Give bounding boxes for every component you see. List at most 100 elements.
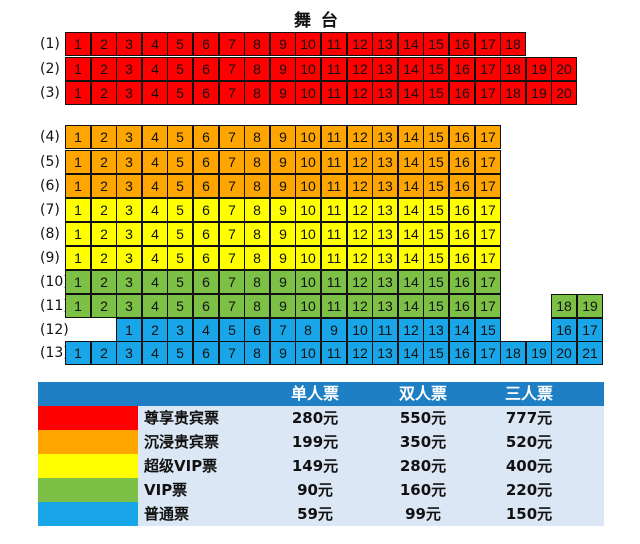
seat[interactable]: 14	[398, 57, 424, 81]
seat[interactable]: 19	[526, 81, 552, 105]
seat[interactable]: 14	[398, 32, 424, 56]
seat[interactable]: 14	[398, 174, 424, 198]
seat[interactable]: 4	[142, 222, 168, 246]
seat[interactable]: 11	[321, 222, 347, 246]
seat[interactable]: 5	[167, 341, 193, 365]
seat[interactable]: 10	[295, 150, 321, 174]
seat[interactable]: 9	[270, 150, 296, 174]
seat[interactable]: 14	[398, 81, 424, 105]
seat[interactable]: 13	[372, 222, 398, 246]
seat[interactable]: 10	[295, 174, 321, 198]
seat[interactable]: 16	[449, 222, 475, 246]
seat[interactable]: 1	[65, 125, 91, 149]
seat[interactable]: 14	[398, 270, 424, 294]
seat[interactable]: 12	[347, 150, 373, 174]
seat[interactable]: 18	[500, 341, 526, 365]
seat[interactable]: 13	[372, 341, 398, 365]
seat[interactable]: 10	[295, 125, 321, 149]
seat[interactable]: 2	[142, 318, 168, 342]
seat[interactable]: 14	[398, 150, 424, 174]
seat[interactable]: 17	[475, 246, 501, 270]
seat[interactable]: 13	[372, 270, 398, 294]
seat[interactable]: 9	[270, 32, 296, 56]
seat[interactable]: 6	[193, 341, 219, 365]
seat[interactable]: 13	[372, 150, 398, 174]
seat[interactable]: 7	[219, 125, 245, 149]
seat[interactable]: 3	[116, 32, 142, 56]
seat[interactable]: 12	[347, 222, 373, 246]
seat[interactable]: 13	[372, 198, 398, 222]
seat[interactable]: 12	[347, 32, 373, 56]
seat[interactable]: 4	[142, 150, 168, 174]
seat[interactable]: 2	[91, 150, 117, 174]
seat[interactable]: 8	[244, 174, 270, 198]
seat[interactable]: 13	[372, 32, 398, 56]
seat[interactable]: 3	[116, 198, 142, 222]
seat[interactable]: 19	[526, 341, 552, 365]
seat[interactable]: 5	[167, 174, 193, 198]
seat[interactable]: 17	[475, 270, 501, 294]
seat[interactable]: 1	[65, 198, 91, 222]
seat[interactable]: 1	[65, 32, 91, 56]
seat[interactable]: 7	[270, 318, 296, 342]
seat[interactable]: 4	[142, 32, 168, 56]
seat[interactable]: 5	[167, 32, 193, 56]
seat[interactable]: 17	[475, 150, 501, 174]
seat[interactable]: 5	[167, 81, 193, 105]
seat[interactable]: 15	[423, 150, 449, 174]
seat[interactable]: 8	[295, 318, 321, 342]
seat[interactable]: 17	[475, 198, 501, 222]
seat[interactable]: 6	[193, 81, 219, 105]
seat[interactable]: 6	[193, 246, 219, 270]
seat[interactable]: 16	[449, 57, 475, 81]
seat[interactable]: 9	[270, 125, 296, 149]
seat[interactable]: 10	[295, 81, 321, 105]
seat[interactable]: 11	[321, 150, 347, 174]
seat[interactable]: 13	[372, 174, 398, 198]
seat[interactable]: 13	[372, 125, 398, 149]
seat[interactable]: 15	[423, 198, 449, 222]
seat[interactable]: 17	[475, 125, 501, 149]
seat[interactable]: 7	[219, 150, 245, 174]
seat[interactable]: 7	[219, 270, 245, 294]
seat[interactable]: 11	[321, 198, 347, 222]
seat[interactable]: 7	[219, 294, 245, 318]
seat[interactable]: 3	[116, 341, 142, 365]
seat[interactable]: 7	[219, 198, 245, 222]
seat[interactable]: 2	[91, 81, 117, 105]
seat[interactable]: 7	[219, 246, 245, 270]
seat[interactable]: 15	[423, 294, 449, 318]
seat[interactable]: 5	[167, 150, 193, 174]
seat[interactable]: 15	[423, 341, 449, 365]
seat[interactable]: 4	[142, 246, 168, 270]
seat[interactable]: 2	[91, 32, 117, 56]
seat[interactable]: 8	[244, 198, 270, 222]
seat[interactable]: 17	[475, 341, 501, 365]
seat[interactable]: 10	[347, 318, 373, 342]
seat[interactable]: 11	[321, 246, 347, 270]
seat[interactable]: 14	[398, 341, 424, 365]
seat[interactable]: 15	[423, 222, 449, 246]
seat[interactable]: 9	[270, 81, 296, 105]
seat[interactable]: 5	[167, 270, 193, 294]
seat[interactable]: 6	[193, 174, 219, 198]
seat[interactable]: 5	[167, 57, 193, 81]
seat[interactable]: 13	[423, 318, 449, 342]
seat[interactable]: 4	[142, 125, 168, 149]
seat[interactable]: 9	[270, 174, 296, 198]
seat[interactable]: 17	[475, 57, 501, 81]
seat[interactable]: 8	[244, 150, 270, 174]
seat[interactable]: 16	[449, 341, 475, 365]
seat[interactable]: 15	[475, 318, 501, 342]
seat[interactable]: 12	[347, 341, 373, 365]
seat[interactable]: 18	[551, 294, 577, 318]
seat[interactable]: 7	[219, 222, 245, 246]
seat[interactable]: 12	[347, 246, 373, 270]
seat[interactable]: 8	[244, 222, 270, 246]
seat[interactable]: 4	[142, 198, 168, 222]
seat[interactable]: 13	[372, 81, 398, 105]
seat[interactable]: 4	[142, 270, 168, 294]
seat[interactable]: 12	[347, 57, 373, 81]
seat[interactable]: 3	[116, 270, 142, 294]
seat[interactable]: 8	[244, 294, 270, 318]
